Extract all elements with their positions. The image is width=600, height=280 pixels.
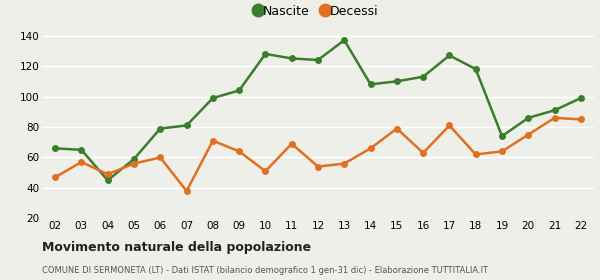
Nascite (419, 75, 427, 78)
Text: COMUNE DI SERMONETA (LT) - Dati ISTAT (bilancio demografico 1 gen-31 dic) - Elab: COMUNE DI SERMONETA (LT) - Dati ISTAT (b… (42, 266, 488, 275)
Nascite (577, 96, 584, 100)
Decessi (104, 172, 112, 176)
Decessi (288, 142, 295, 145)
Nascite (446, 54, 453, 57)
Decessi (393, 127, 400, 130)
Decessi (499, 150, 506, 153)
Decessi (157, 156, 164, 159)
Nascite (209, 96, 217, 100)
Decessi (78, 160, 85, 164)
Decessi (577, 118, 584, 121)
Decessi (262, 169, 269, 173)
Legend: Nascite, Decessi: Nascite, Decessi (258, 5, 378, 18)
Nascite (524, 116, 532, 120)
Nascite (551, 109, 558, 112)
Nascite (157, 127, 164, 130)
Decessi (419, 151, 427, 155)
Nascite (236, 89, 243, 92)
Decessi (341, 162, 348, 165)
Nascite (183, 124, 190, 127)
Line: Nascite: Nascite (52, 37, 584, 184)
Nascite (341, 39, 348, 42)
Nascite (367, 83, 374, 86)
Nascite (288, 57, 295, 60)
Nascite (262, 52, 269, 55)
Decessi (209, 139, 217, 143)
Decessi (130, 162, 137, 165)
Line: Decessi: Decessi (52, 115, 584, 194)
Nascite (130, 157, 137, 161)
Decessi (52, 176, 59, 179)
Nascite (52, 147, 59, 150)
Decessi (524, 133, 532, 136)
Decessi (472, 153, 479, 156)
Decessi (183, 189, 190, 193)
Nascite (78, 148, 85, 151)
Decessi (551, 116, 558, 120)
Text: Movimento naturale della popolazione: Movimento naturale della popolazione (42, 241, 311, 254)
Decessi (446, 124, 453, 127)
Decessi (314, 165, 322, 168)
Nascite (472, 67, 479, 71)
Nascite (499, 134, 506, 138)
Decessi (236, 150, 243, 153)
Decessi (367, 147, 374, 150)
Nascite (104, 179, 112, 182)
Nascite (393, 80, 400, 83)
Nascite (314, 58, 322, 62)
